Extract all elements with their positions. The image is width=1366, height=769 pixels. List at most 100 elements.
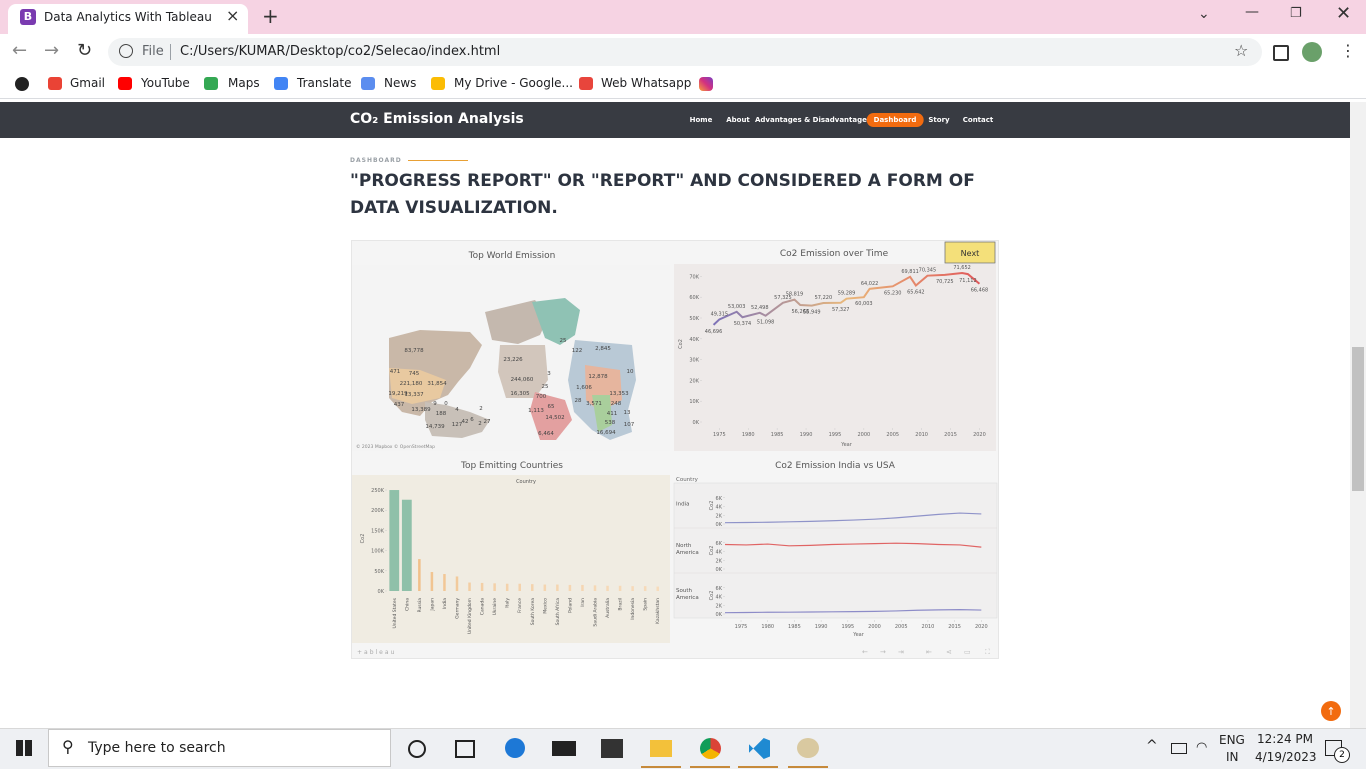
store[interactable] — [601, 739, 623, 758]
scrollbar — [1350, 102, 1366, 728]
data-label: 57,220 — [815, 295, 833, 301]
bookmark[interactable]: Gmail — [70, 76, 106, 90]
scroll-thumb[interactable] — [1352, 347, 1364, 491]
search-box[interactable] — [48, 729, 391, 767]
map-label: 244,060 — [511, 377, 534, 383]
y-tick-label: 200K — [371, 508, 385, 514]
y-tick-label: 0K — [716, 567, 723, 573]
address: C:/Users/KUMAR/Desktop/co2/Selecao/index… — [180, 44, 501, 59]
wifi[interactable]: ◠ — [1196, 740, 1208, 755]
tab-search[interactable]: ⌄ — [1198, 6, 1210, 22]
browser-tab[interactable] — [8, 4, 248, 34]
close-window[interactable]: ✕ — [1336, 3, 1352, 24]
nav-link[interactable]: Contact — [962, 116, 994, 124]
tray-expand[interactable]: ^ — [1146, 738, 1158, 754]
search-icon: ⚲ — [62, 737, 74, 756]
site-info[interactable] — [119, 44, 133, 58]
bookmark[interactable]: Web Whatsapp — [601, 76, 692, 90]
x-tick-label: Ukraine — [492, 598, 498, 616]
new-tab[interactable]: + — [262, 4, 279, 28]
line — [724, 609, 982, 614]
paint-active — [788, 766, 828, 768]
tab-title: Data Analytics With Tableau — [44, 10, 212, 24]
map-label: 2 — [478, 421, 482, 427]
next-button[interactable] — [944, 241, 996, 264]
x-tick-label: India — [442, 598, 448, 609]
x-tick-label: 1990 — [815, 624, 828, 630]
bookmark-star[interactable]: ☆ — [1234, 41, 1249, 60]
bookmark-icon — [274, 77, 288, 90]
map-label: 3,571 — [586, 401, 602, 407]
x-tick-label: 2020 — [975, 624, 988, 630]
nav-link[interactable]: Advantages & Disadvantages — [754, 116, 872, 124]
map-label: 14,502 — [545, 415, 564, 421]
nav-link[interactable]: Story — [928, 116, 950, 124]
bookmark[interactable]: YouTube — [141, 76, 190, 90]
edge[interactable] — [505, 738, 525, 758]
explorer[interactable] — [650, 740, 672, 757]
clock-date: 4/19/2023 — [1255, 750, 1317, 764]
bar — [581, 584, 584, 591]
bar — [556, 584, 559, 591]
restore[interactable]: ❐ — [1290, 6, 1302, 21]
back[interactable]: ← — [12, 40, 28, 61]
minimize[interactable]: — — [1245, 4, 1259, 20]
paint[interactable] — [797, 738, 819, 758]
facet-header: Country — [676, 477, 699, 483]
map-label: 10 — [627, 369, 634, 375]
instagram-icon[interactable] — [699, 77, 713, 91]
forward[interactable]: → — [44, 40, 60, 61]
map-label: 3 — [547, 371, 551, 377]
address-bar[interactable] — [108, 38, 1262, 66]
map-label: 221,180 — [400, 381, 423, 387]
vscode-active — [738, 766, 778, 768]
map-label: 1,113 — [528, 408, 544, 414]
task-view[interactable] — [455, 740, 475, 758]
x-tick-label: Spain — [643, 598, 649, 611]
data-label: 53,003 — [728, 304, 746, 310]
bookmark[interactable]: News — [384, 76, 417, 90]
x-tick-label: 2005 — [886, 432, 899, 438]
data-label: 49,315 — [711, 311, 729, 317]
side-panel[interactable] — [1273, 45, 1289, 61]
x-tick-label: Brazil — [618, 598, 624, 611]
reload[interactable]: ↻ — [77, 40, 93, 61]
data-label: 59,289 — [838, 291, 856, 297]
chrome-active — [690, 766, 730, 768]
y-tick-label: 250K — [371, 488, 385, 494]
map-label: 700 — [536, 394, 547, 400]
profile[interactable] — [1302, 42, 1322, 62]
bookmark[interactable]: My Drive - Google... — [454, 76, 573, 90]
start-button[interactable] — [16, 740, 32, 756]
map-label: 83,778 — [404, 348, 424, 354]
nav-link[interactable]: About — [726, 116, 750, 124]
language[interactable]: ENG — [1219, 733, 1245, 747]
data-label: 70,725 — [936, 279, 954, 285]
x-axis-title: Year — [852, 632, 865, 638]
brand[interactable]: CO₂ Emission Analysis — [350, 111, 524, 127]
menu[interactable]: ⋮ — [1340, 41, 1356, 60]
bookmark[interactable]: Translate — [297, 76, 352, 90]
nav-link[interactable]: Dashboard — [866, 113, 924, 127]
close-tab[interactable]: × — [226, 6, 240, 25]
data-label: 51,098 — [757, 320, 775, 326]
cortana[interactable] — [408, 740, 426, 758]
facet-label: North America — [676, 543, 699, 556]
battery[interactable] — [1171, 743, 1187, 754]
map-label: 2 — [479, 406, 483, 412]
map-label: 27 — [484, 419, 491, 425]
x-tick-label: 2000 — [868, 624, 881, 630]
map-label: 2,845 — [595, 346, 611, 352]
bookmark-icon — [431, 77, 445, 90]
clock-time[interactable]: 12:24 PM — [1257, 732, 1313, 746]
scroll-top[interactable] — [1321, 701, 1341, 721]
bookmark[interactable]: Maps — [228, 76, 260, 90]
chrome[interactable] — [700, 738, 721, 759]
map-label: 13 — [624, 410, 631, 416]
nav-link[interactable]: Home — [689, 116, 713, 124]
map-label: 745 — [409, 371, 420, 377]
y-tick-label: 10K — [689, 399, 699, 405]
data-label: 66,468 — [971, 288, 989, 294]
mail[interactable] — [552, 741, 576, 756]
apps-icon[interactable] — [15, 77, 29, 91]
